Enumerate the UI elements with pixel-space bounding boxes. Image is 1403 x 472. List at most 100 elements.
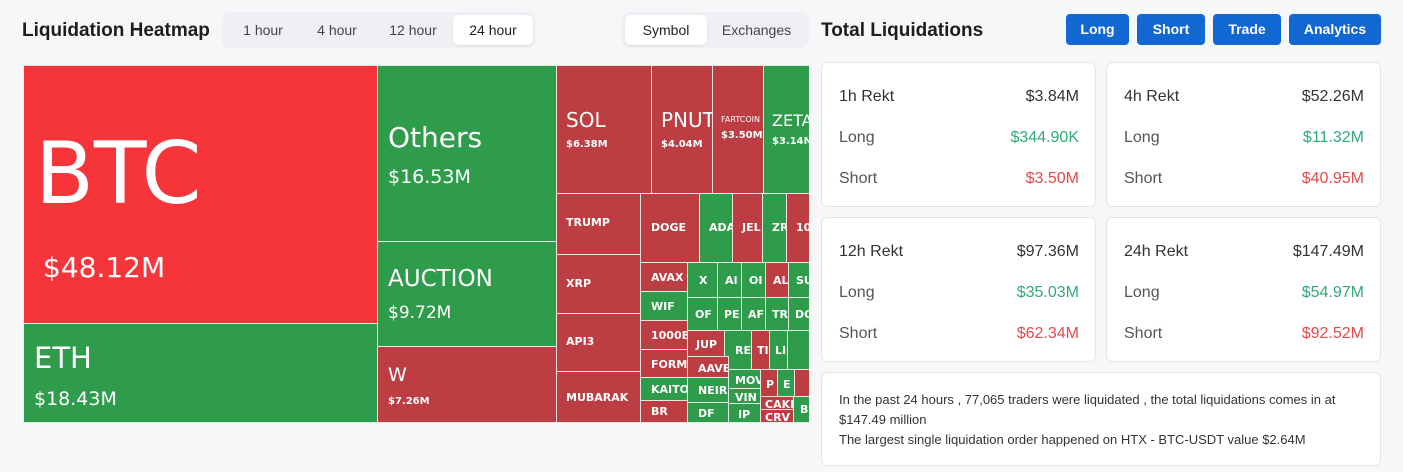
- tab-symbol[interactable]: Symbol: [625, 15, 707, 45]
- tab-24-hour[interactable]: 24 hour: [453, 15, 533, 45]
- tile-symbol: ETH: [34, 341, 92, 375]
- card-short-label: Short: [839, 170, 878, 187]
- heatmap-tile-crv[interactable]: CRV: [760, 409, 794, 423]
- heatmap-tile-zr[interactable]: ZR: [762, 193, 787, 263]
- card-long-value: $54.97M: [1301, 284, 1364, 301]
- tile-symbol: ZR: [772, 221, 787, 234]
- heatmap-tile-x[interactable]: X: [687, 262, 718, 298]
- tile-symbol: W: [388, 364, 407, 386]
- card-long-row: Long $11.32M: [1124, 129, 1364, 149]
- heatmap-tile-br[interactable]: BR: [640, 400, 688, 423]
- tab-12-hour[interactable]: 12 hour: [389, 22, 437, 38]
- short-button[interactable]: Short: [1137, 14, 1205, 45]
- card-long-row: Long $35.03M: [839, 284, 1079, 304]
- heatmap-tile-aave[interactable]: AAVE: [687, 356, 729, 378]
- heatmap-tile-10[interactable]: 10: [786, 193, 809, 263]
- heatmap-tile-others[interactable]: Others $16.53M: [377, 65, 557, 242]
- heatmap-tile-avax[interactable]: AVAX: [640, 262, 688, 292]
- tab-1-hour[interactable]: 1 hour: [243, 22, 283, 38]
- card-short-value: $92.52M: [1301, 325, 1364, 342]
- heatmap-tile-ai[interactable]: AI: [717, 262, 742, 298]
- heatmap-tile-form[interactable]: FORM: [640, 349, 688, 378]
- heatmap-tile-eth[interactable]: ETH $18.43M: [23, 323, 378, 423]
- heatmap-tile-w[interactable]: W $7.26M: [377, 346, 557, 423]
- card-long-row: Long $54.97M: [1124, 284, 1364, 304]
- heatmap-tile-jel[interactable]: JEL: [732, 193, 763, 263]
- heatmap-tile-al[interactable]: AL: [765, 262, 789, 298]
- heatmap-tile-ti[interactable]: TI: [751, 330, 770, 370]
- analytics-button[interactable]: Analytics: [1289, 14, 1381, 45]
- heatmap-tile-neir[interactable]: NEIR: [687, 377, 729, 403]
- heatmap-tile-oi[interactable]: OI: [741, 262, 766, 298]
- tile-symbol: AVAX: [651, 271, 684, 284]
- tile-value: $3.50M: [721, 130, 763, 141]
- card-4h-rekt: 4h Rekt $52.26M Long $11.32M Short $40.9…: [1106, 62, 1381, 207]
- card-short-value: $3.50M: [1025, 170, 1079, 187]
- heatmap-tile-b[interactable]: B: [793, 396, 809, 423]
- card-short-value: $62.34M: [1016, 325, 1079, 342]
- heatmap-tile-li[interactable]: LI: [769, 330, 788, 370]
- tile-value: $48.12M: [43, 251, 166, 284]
- heatmap-tile-jup[interactable]: JUP: [687, 330, 725, 357]
- heatmap-tile-kaito[interactable]: KAITO: [640, 377, 688, 401]
- tile-symbol: Others: [388, 121, 483, 154]
- heatmap-tile-df[interactable]: DF: [687, 402, 729, 423]
- heatmap-tile-fartcoin[interactable]: FARTCOIN $3.50M: [712, 65, 764, 194]
- tile-value: $6.38M: [566, 139, 608, 150]
- tile-symbol: RE: [735, 344, 751, 357]
- heatmap-tile-mubarak[interactable]: MUBARAK: [556, 371, 641, 423]
- heatmap-tile-cake[interactable]: CAKE: [760, 396, 794, 410]
- heatmap-tile-pe[interactable]: PE: [717, 297, 742, 331]
- heatmap-tile-trump[interactable]: TRUMP: [556, 193, 641, 255]
- heatmap-tile-unlabeled-1[interactable]: [787, 330, 809, 370]
- heatmap-tile-su[interactable]: SU: [788, 262, 809, 298]
- tile-value: $4.04M: [661, 139, 703, 150]
- tile-symbol: CAKE: [765, 398, 793, 410]
- heatmap-tile-unlabeled-2[interactable]: [794, 369, 809, 397]
- heatmap-tile-zeta[interactable]: ZETA $3.14M: [763, 65, 809, 194]
- tile-symbol: KAITO: [651, 383, 688, 396]
- heatmap-tile-af[interactable]: AF: [741, 297, 766, 331]
- heatmap-tile-do[interactable]: DO: [788, 297, 809, 331]
- trade-button[interactable]: Trade: [1213, 14, 1281, 45]
- card-total-row: 4h Rekt $52.26M: [1124, 88, 1364, 108]
- heatmap-tile-mov[interactable]: MOV: [728, 369, 761, 389]
- heatmap-tile-api3[interactable]: API3: [556, 313, 641, 372]
- tile-symbol: AL: [773, 274, 789, 287]
- heatmap-tile-p[interactable]: P: [760, 369, 778, 397]
- card-short-label: Short: [1124, 325, 1163, 342]
- heatmap-tile-btc[interactable]: BTC $48.12M: [23, 65, 378, 325]
- total-liquidations-title: Total Liquidations: [821, 20, 984, 41]
- tile-symbol: TI: [757, 344, 769, 357]
- heatmap-tile-tr[interactable]: TR: [765, 297, 789, 331]
- tab-exchanges[interactable]: Exchanges: [721, 22, 792, 38]
- tile-symbol: TR: [772, 308, 788, 321]
- heatmap-tile-vin[interactable]: VIN: [728, 388, 761, 404]
- heatmap-tile-ada[interactable]: ADA: [699, 193, 733, 263]
- tile-symbol: WIF: [651, 300, 675, 313]
- card-total: $97.36M: [1016, 243, 1079, 260]
- heatmap-tile-pnut[interactable]: PNUT $4.04M: [651, 65, 713, 194]
- tile-symbol: OI: [749, 274, 763, 287]
- heatmap-tile-wif[interactable]: WIF: [640, 291, 688, 321]
- heatmap-tile-1000bo[interactable]: 1000BO: [640, 320, 688, 350]
- heatmap-tile-ip[interactable]: IP: [728, 403, 761, 423]
- tile-value: $3.14M: [772, 136, 809, 147]
- tile-symbol: B: [800, 403, 809, 416]
- card-period: 24h Rekt: [1124, 243, 1189, 260]
- long-button[interactable]: Long: [1066, 14, 1129, 45]
- tile-symbol: X: [699, 274, 708, 287]
- heatmap-tile-e[interactable]: E: [777, 369, 795, 397]
- tab-4-hour[interactable]: 4 hour: [317, 22, 357, 38]
- tile-symbol: MOV: [735, 374, 761, 387]
- tile-symbol: SU: [796, 274, 809, 287]
- card-total-row: 1h Rekt $3.84M: [839, 88, 1079, 108]
- card-period: 1h Rekt: [839, 88, 895, 105]
- heatmap-tile-xrp[interactable]: XRP: [556, 254, 641, 314]
- card-total: $147.49M: [1292, 243, 1364, 260]
- heatmap-tile-auction[interactable]: AUCTION $9.72M: [377, 241, 557, 347]
- heatmap-tile-doge[interactable]: DOGE: [640, 193, 700, 263]
- heatmap-tile-sol[interactable]: SOL $6.38M: [556, 65, 652, 194]
- tile-symbol: PNUT: [661, 108, 713, 132]
- heatmap-tile-of[interactable]: OF: [687, 297, 718, 331]
